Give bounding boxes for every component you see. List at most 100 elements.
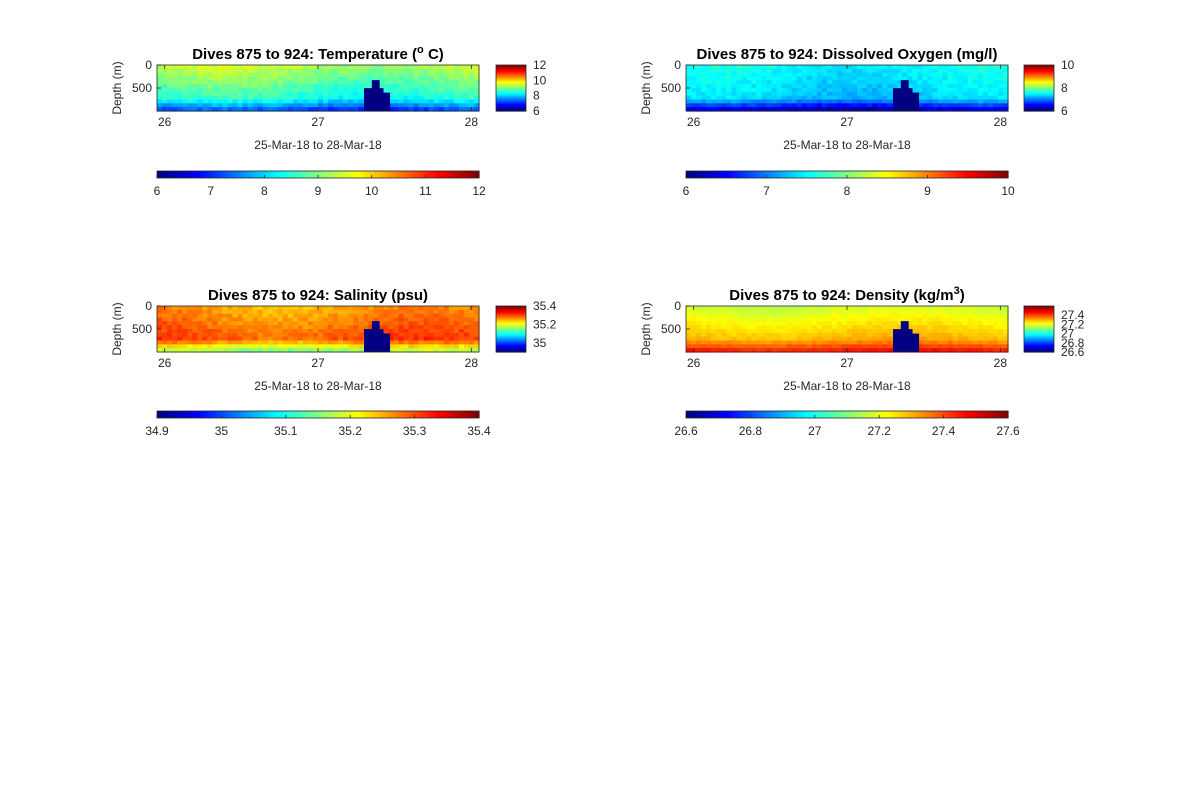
colorbar-swatch	[1024, 323, 1054, 325]
heatmap-cell	[872, 336, 878, 342]
heatmap-cell	[453, 344, 460, 349]
heatmap-cell	[967, 348, 974, 353]
heatmap-cell	[927, 88, 934, 93]
heatmap-cell	[701, 95, 707, 101]
side-colorbar-tick-label: 27.4	[1061, 308, 1085, 322]
heatmap-cell	[686, 80, 692, 85]
heatmap-cell	[766, 76, 773, 81]
heatmap-cell	[691, 84, 697, 89]
heatmap-cell	[162, 103, 168, 108]
heatmap-cell	[302, 99, 309, 104]
heatmap-cell	[433, 348, 440, 353]
heatmap-cell	[957, 103, 964, 108]
heatmap-cell	[721, 344, 727, 349]
heatmap-cell	[967, 68, 974, 74]
heatmap-cell	[167, 313, 173, 319]
heatmap-cell	[383, 317, 390, 322]
heatmap-cell	[378, 313, 385, 319]
heatmap-cell	[957, 309, 964, 315]
heatmap-cell	[312, 68, 319, 74]
heatmap-cell	[736, 95, 742, 101]
heatmap-cell	[443, 332, 450, 338]
heatmap-cell	[343, 65, 349, 70]
heatmap-cell	[242, 313, 249, 319]
colorbar-swatch	[1024, 89, 1054, 91]
heatmap-cell	[292, 99, 299, 104]
heatmap-cell	[473, 95, 480, 101]
heatmap-cell	[272, 107, 279, 112]
heatmap-cell	[328, 68, 334, 74]
heatmap-cell	[197, 84, 203, 89]
heatmap-cell	[816, 348, 823, 353]
heatmap-cell	[257, 72, 264, 78]
heatmap-cell	[987, 99, 994, 104]
heatmap-cell	[227, 309, 234, 315]
heatmap-cell	[423, 317, 430, 322]
heatmap-cell	[438, 91, 445, 97]
heatmap-cell	[922, 72, 929, 78]
heatmap-cell	[721, 103, 727, 108]
heatmap-cell	[373, 309, 379, 315]
heatmap-cell	[781, 68, 788, 74]
heatmap-cell	[701, 317, 707, 322]
heatmap-cell	[177, 340, 183, 345]
heatmap-cell	[348, 65, 354, 70]
heatmap-cell	[726, 325, 732, 330]
heatmap-cell	[786, 317, 793, 322]
colorbar-swatch	[825, 171, 829, 178]
heatmap-cell	[877, 317, 883, 322]
heatmap-cell	[438, 336, 445, 342]
heatmap-cell	[912, 317, 919, 322]
heatmap-cell	[766, 340, 773, 345]
heatmap-cell	[333, 80, 339, 85]
heatmap-cell	[202, 107, 208, 112]
heatmap-cell	[403, 68, 410, 74]
colorbar-swatch	[496, 81, 526, 83]
heatmap-cell	[736, 91, 742, 97]
heatmap-cell	[786, 313, 793, 319]
heatmap-cell	[448, 340, 455, 345]
heatmap-cell	[691, 91, 697, 97]
heatmap-cell	[756, 84, 763, 89]
heatmap-cell	[438, 68, 445, 74]
heatmap-cell	[247, 80, 254, 85]
heatmap-cell	[836, 329, 843, 334]
heatmap-cell	[232, 325, 239, 330]
heatmap-cell	[182, 332, 188, 338]
heatmap-cell	[967, 317, 974, 322]
heatmap-cell	[247, 309, 254, 315]
colorbar-swatch	[377, 171, 381, 178]
heatmap-cell	[937, 99, 944, 104]
heatmap-cell	[696, 95, 702, 101]
heatmap-cell	[751, 336, 758, 342]
heatmap-cell	[791, 325, 798, 330]
heatmap-cell	[197, 348, 203, 353]
heatmap-cell	[363, 72, 369, 78]
heatmap-cell	[468, 313, 475, 319]
heatmap-cell	[912, 321, 919, 326]
heatmap-cell	[872, 340, 878, 345]
colorbar-swatch	[352, 411, 357, 418]
heatmap-cell	[398, 103, 405, 108]
heatmap-cell	[937, 65, 944, 70]
heatmap-cell	[297, 336, 304, 342]
heatmap-cell	[716, 340, 722, 345]
heatmap-cell	[756, 344, 763, 349]
heatmap-cell	[927, 76, 934, 81]
heatmap-cell	[212, 72, 218, 78]
heatmap-cell	[343, 336, 349, 342]
heatmap-cell	[862, 329, 868, 334]
heatmap-cell	[801, 80, 808, 85]
heatmap-cell	[202, 325, 208, 330]
heatmap-cell	[287, 107, 294, 112]
heatmap-cell	[701, 340, 707, 345]
heatmap-cell	[363, 306, 369, 311]
heatmap-cell	[711, 340, 717, 345]
colorbar-swatch	[691, 171, 695, 178]
heatmap-cell	[318, 88, 324, 93]
heatmap-cell	[696, 348, 702, 353]
heatmap-cell	[726, 336, 732, 342]
colorbar-swatch	[205, 411, 209, 418]
heatmap-cell	[162, 99, 168, 104]
heatmap-cell	[172, 68, 178, 74]
